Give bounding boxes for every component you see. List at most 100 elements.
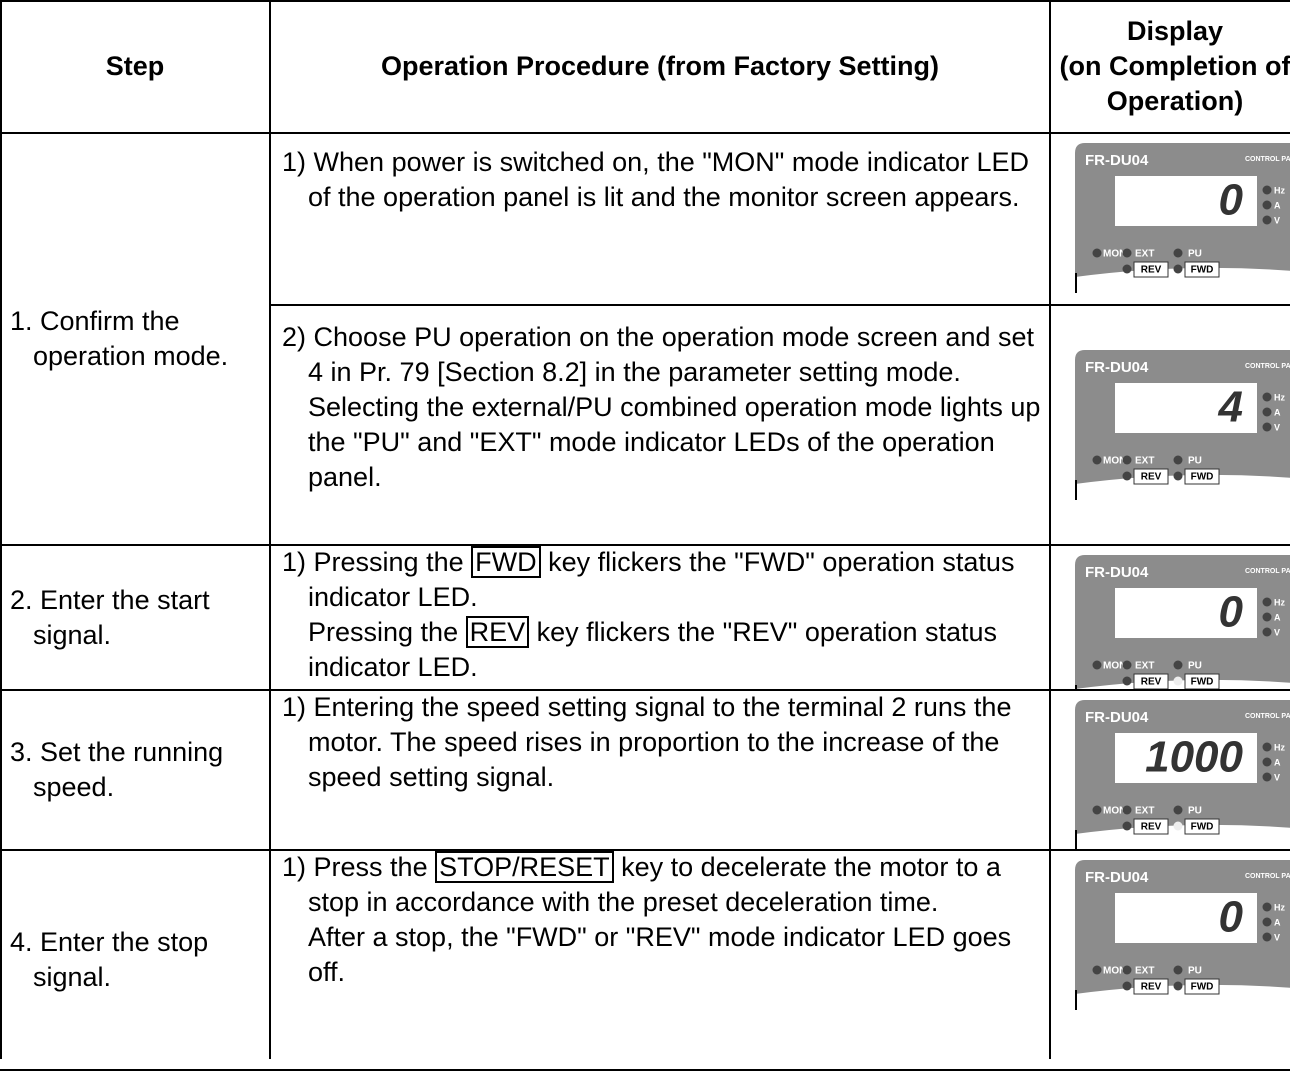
unit-label: Hz bbox=[1274, 392, 1285, 402]
panel-model: FR-DU04 bbox=[1085, 152, 1149, 169]
text: Pressing the bbox=[308, 617, 466, 647]
panel-screen bbox=[1115, 588, 1257, 638]
led bbox=[1122, 981, 1132, 991]
led bbox=[1122, 264, 1132, 274]
panel-screen bbox=[1115, 176, 1257, 226]
item-number: 1) bbox=[282, 547, 307, 577]
led bbox=[1122, 471, 1132, 481]
step-header: Step bbox=[0, 0, 270, 133]
led bbox=[1262, 392, 1272, 402]
led bbox=[1173, 248, 1183, 258]
procedure-cell: 1) Pressing the FWD key flickers the "FW… bbox=[270, 545, 1050, 690]
display-cell: FR-DU04 CONTROL PANEL 0 Hz AV MON EXT PU REV FWD bbox=[1050, 850, 1290, 1070]
item-number: 1) bbox=[282, 852, 307, 882]
key: REV bbox=[465, 616, 530, 648]
panel-model: FR-DU04 bbox=[1085, 869, 1149, 886]
text: Selecting the external/PU combined opera… bbox=[308, 392, 1041, 492]
text: After a stop, the "FWD" or "REV" mode in… bbox=[308, 922, 1012, 987]
panel-label: CONTROL PANEL bbox=[1245, 156, 1290, 163]
panel-label: CONTROL PANEL bbox=[1245, 568, 1290, 575]
panel-reading: 0 bbox=[1219, 588, 1244, 637]
display-header: Display (on Completion of Operation) bbox=[1050, 0, 1290, 133]
panel-label: CONTROL PANEL bbox=[1245, 713, 1290, 720]
led bbox=[1092, 660, 1102, 670]
paragraph: 1) When power is switched on, the "MON" … bbox=[282, 145, 1042, 215]
key-label: REV bbox=[1141, 982, 1162, 993]
control-panel: FR-DU04 CONTROL PANEL 0 Hz AV MON EXT PU REV FWD bbox=[1075, 143, 1290, 293]
led bbox=[1092, 248, 1102, 258]
mode-label: EXT bbox=[1135, 661, 1154, 672]
paragraph: Pressing the REV key flickers the "REV" … bbox=[308, 615, 1042, 685]
led bbox=[1173, 660, 1183, 670]
led bbox=[1173, 264, 1183, 274]
header-line: Display bbox=[1126, 16, 1224, 46]
key-box bbox=[1133, 818, 1169, 835]
header-line: (on Completion of bbox=[1059, 51, 1290, 81]
led bbox=[1173, 676, 1183, 686]
item-number: 1) bbox=[282, 147, 307, 177]
border bbox=[0, 0, 1290, 2]
led bbox=[1262, 597, 1272, 607]
key: FWD bbox=[471, 546, 541, 578]
display-cell: FR-DU04 CONTROL PANEL 4 Hz AV MON EXT PU REV FWD bbox=[1050, 305, 1290, 545]
unit-label: Hz bbox=[1274, 185, 1285, 195]
led bbox=[1262, 612, 1272, 622]
mode-label: MON bbox=[1103, 456, 1126, 467]
header-text: Operation Procedure (from Factory Settin… bbox=[380, 51, 940, 81]
border bbox=[0, 689, 1290, 691]
panel-model: FR-DU04 bbox=[1085, 359, 1149, 376]
led bbox=[1262, 932, 1272, 942]
key-label: REV bbox=[1141, 677, 1162, 688]
key-box bbox=[1133, 468, 1169, 485]
header-line: Operation) bbox=[1106, 86, 1244, 116]
panel-model: FR-DU04 bbox=[1085, 709, 1149, 726]
panel-model: FR-DU04 bbox=[1085, 564, 1149, 581]
led bbox=[1262, 902, 1272, 912]
led bbox=[1262, 185, 1272, 195]
panel-label: CONTROL PANEL bbox=[1245, 363, 1290, 370]
led bbox=[1092, 455, 1102, 465]
header-text: Step bbox=[105, 51, 165, 81]
led bbox=[1173, 455, 1183, 465]
step-cell: 2. Enter the start signal. bbox=[5, 545, 270, 690]
unit-label: A bbox=[1274, 757, 1281, 767]
key-label: REV bbox=[1141, 822, 1162, 833]
led bbox=[1262, 742, 1272, 752]
step-cell: 3. Set the running speed. bbox=[5, 690, 270, 850]
panel-screen bbox=[1115, 893, 1257, 943]
led bbox=[1122, 965, 1132, 975]
mode-label: PU bbox=[1188, 661, 1202, 672]
mode-label: PU bbox=[1188, 806, 1202, 817]
paragraph: 1) Entering the speed setting signal to … bbox=[282, 690, 1042, 795]
mode-label: EXT bbox=[1135, 249, 1154, 260]
unit-label: V bbox=[1274, 422, 1280, 432]
procedure-cell: 1) Entering the speed setting signal to … bbox=[270, 690, 1050, 850]
mode-label: MON bbox=[1103, 249, 1126, 260]
display-cell: FR-DU04 CONTROL PANEL 1000 Hz AV MON EXT PU REV F… bbox=[1050, 690, 1290, 850]
key-label: REV bbox=[1141, 265, 1162, 276]
led bbox=[1262, 407, 1272, 417]
led bbox=[1262, 627, 1272, 637]
mode-label: EXT bbox=[1135, 456, 1154, 467]
unit-label: V bbox=[1274, 932, 1280, 942]
border bbox=[0, 544, 1290, 546]
panel-label: CONTROL PANEL bbox=[1245, 873, 1290, 880]
border bbox=[0, 849, 1290, 851]
key-label: FWD bbox=[1191, 677, 1214, 688]
mode-label: MON bbox=[1103, 806, 1126, 817]
paragraph: 2) Choose PU operation on the operation … bbox=[282, 320, 1042, 390]
mode-label: EXT bbox=[1135, 966, 1154, 977]
key-label: FWD bbox=[1191, 265, 1214, 276]
step-text: 3. Set the running speed. bbox=[10, 737, 224, 802]
led bbox=[1092, 805, 1102, 815]
unit-label: A bbox=[1274, 917, 1281, 927]
led bbox=[1173, 805, 1183, 815]
display-cell: FR-DU04 CONTROL PANEL 0 Hz AV MON EXT PU REV FWD bbox=[1050, 133, 1290, 305]
border bbox=[269, 0, 271, 1059]
led bbox=[1092, 965, 1102, 975]
text: When power is switched on, the "MON" mod… bbox=[308, 147, 1030, 212]
unit-label: V bbox=[1274, 627, 1280, 637]
key-label: FWD bbox=[1191, 472, 1214, 483]
mode-label: EXT bbox=[1135, 806, 1154, 817]
